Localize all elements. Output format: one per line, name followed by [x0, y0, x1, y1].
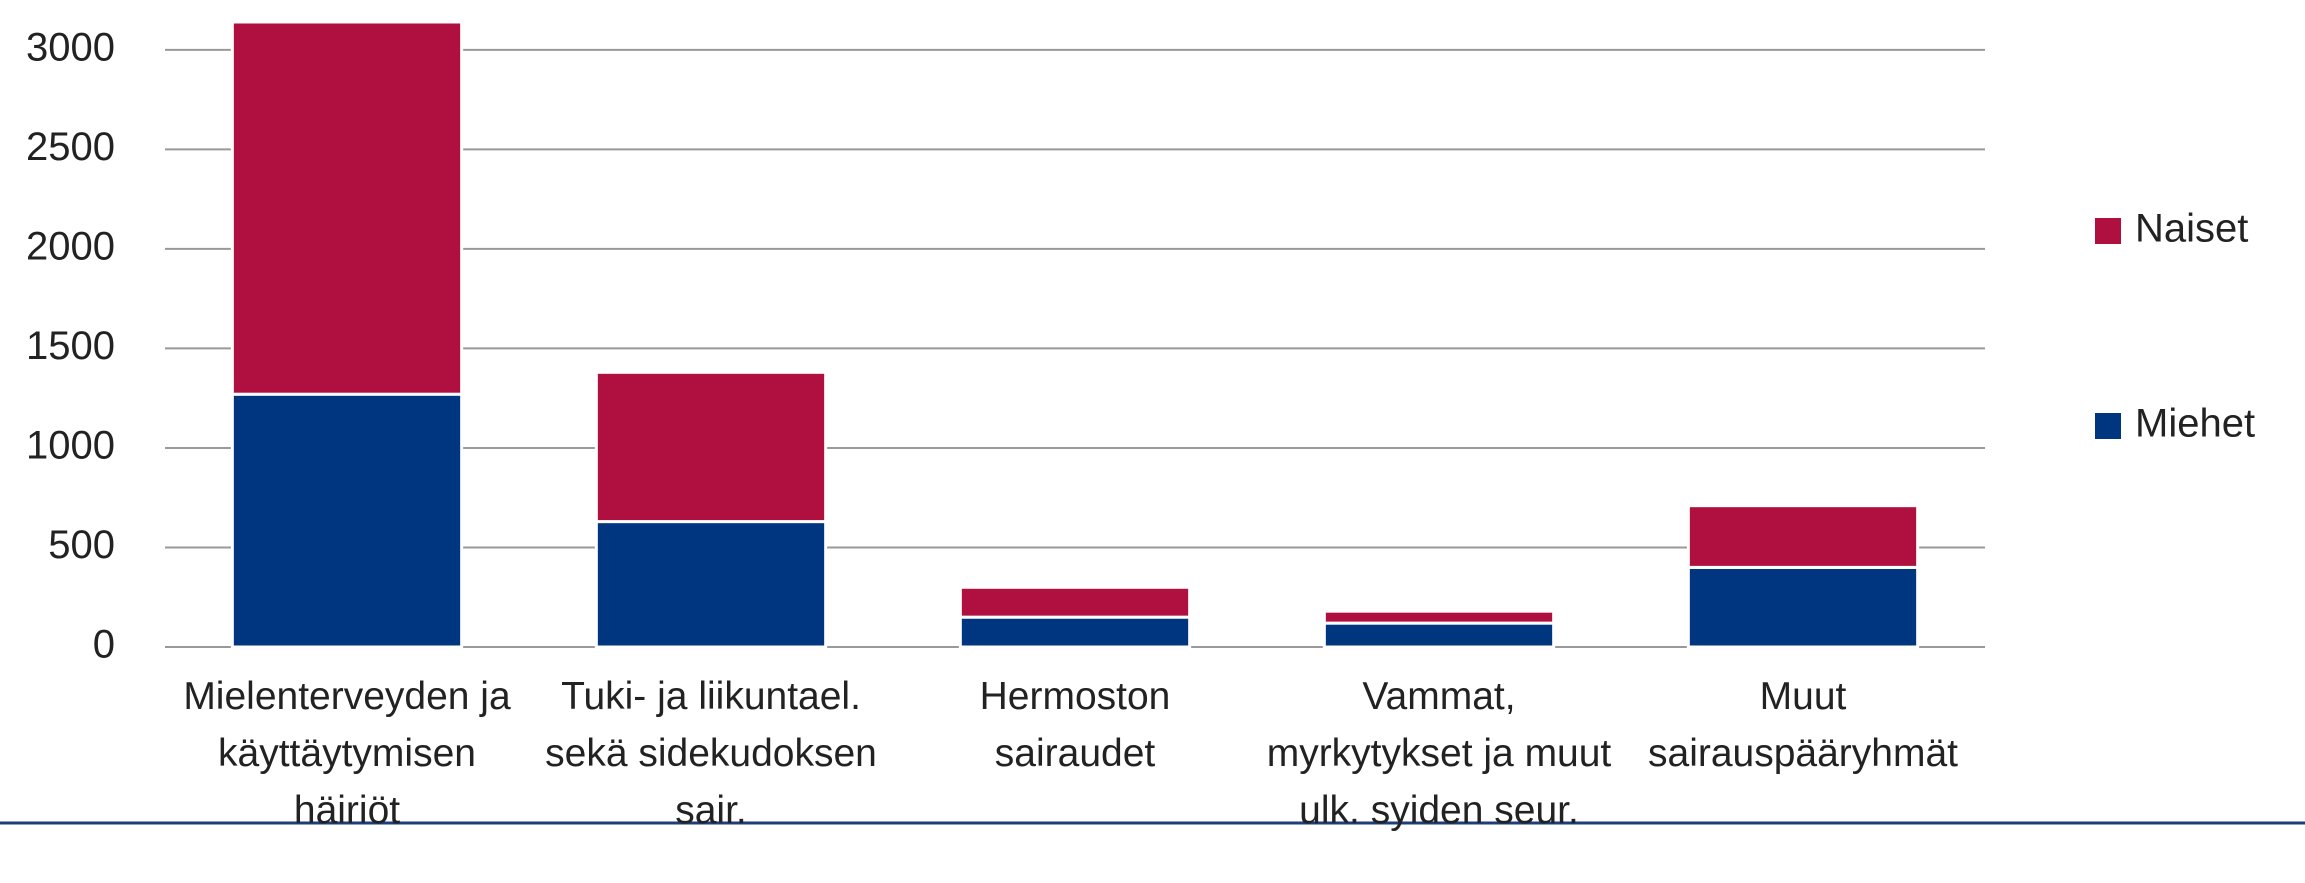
legend-swatch — [2095, 218, 2121, 244]
bar-segment — [958, 585, 1192, 619]
y-tick-label: 2000 — [26, 224, 115, 268]
bar-segment — [958, 615, 1192, 649]
y-tick-label: 500 — [48, 523, 115, 567]
y-tick-label: 2500 — [26, 125, 115, 169]
bar-segment — [594, 520, 828, 649]
y-tick-label: 1000 — [26, 424, 115, 468]
x-tick-label: Hermoston sairaudet — [979, 675, 1171, 775]
bar-segment — [1322, 621, 1556, 649]
x-tick-label: Mielenterveyden ja käyttäytymisen häiriö… — [183, 675, 511, 832]
legend-label: Naiset — [2135, 207, 2248, 251]
x-tick-label: Vammat, myrkytykset ja muut ulk. syiden … — [1266, 675, 1612, 832]
bar-segment — [1686, 565, 1920, 649]
legend-swatch — [2095, 413, 2121, 439]
legend-label: Miehet — [2135, 402, 2255, 446]
x-tick-label: Tuki- ja liikuntael. sekä sidekudoksen s… — [545, 675, 877, 832]
x-tick-label: Muut sairauspääryhmät — [1648, 675, 1958, 775]
y-tick-label: 3000 — [26, 25, 115, 69]
bar-segment — [230, 20, 464, 396]
bar-segment — [1686, 504, 1920, 569]
bar-segment — [230, 392, 464, 649]
bar-segment — [1322, 609, 1556, 625]
bar-segment — [594, 370, 828, 524]
y-tick-label: 1500 — [26, 324, 115, 368]
y-tick-label: 0 — [93, 623, 115, 667]
